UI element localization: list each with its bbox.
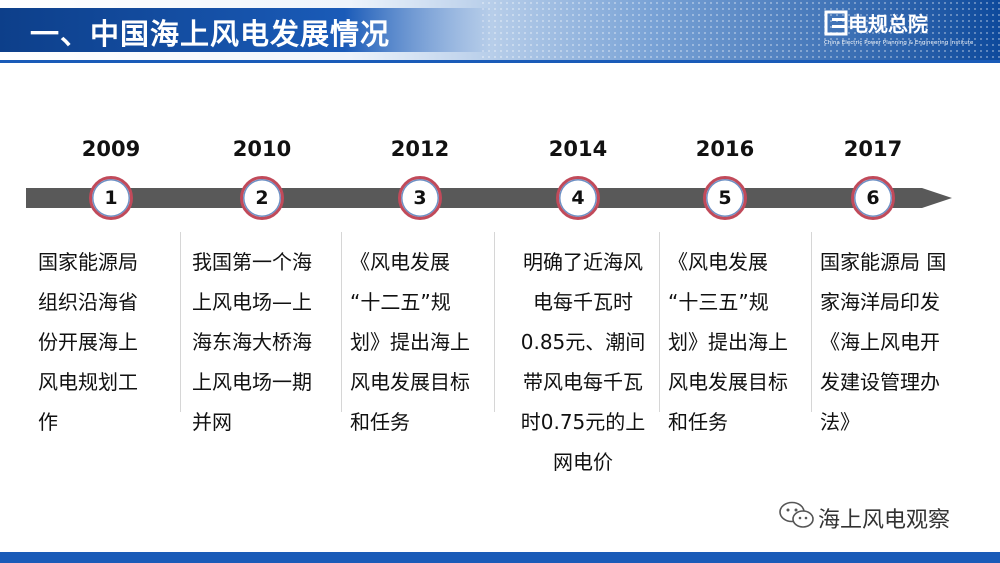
description-line: 和任务 xyxy=(668,410,728,434)
description-line: 0.85元、潮间 xyxy=(520,330,646,354)
watermark: 海上风电观察 xyxy=(778,500,978,540)
description-line: 家海洋局印发 xyxy=(820,290,940,314)
timeline-node: 2 xyxy=(240,176,284,220)
timeline-year: 2017 xyxy=(843,137,903,161)
description-line: 上风电场—上 xyxy=(192,290,312,314)
timeline-description: 国家能源局 国家海洋局印发 《海上风电开 发建设管理办 法》 xyxy=(820,242,970,442)
timeline-node-number: 2 xyxy=(255,187,269,209)
description-line: 网电价 xyxy=(553,450,613,474)
description-line: 风电规划工 xyxy=(38,370,138,394)
description-line: “十二五”规 xyxy=(350,290,451,314)
description-line: 《海上风电开 xyxy=(820,330,940,354)
timeline-node: 3 xyxy=(398,176,442,220)
timeline-year: 2016 xyxy=(695,137,755,161)
column-divider xyxy=(659,232,660,412)
footer-bar xyxy=(0,552,1000,563)
header-pattern xyxy=(480,0,1000,60)
description-line: 《风电发展 xyxy=(668,250,768,274)
timeline-year: 2014 xyxy=(548,137,608,161)
description-line: 和任务 xyxy=(350,410,410,434)
logo-subtitle: China Electric Power Planning & Engineer… xyxy=(824,40,974,46)
description-line: 发建设管理办 xyxy=(820,370,940,394)
description-line: 作 xyxy=(38,410,58,434)
column-divider xyxy=(180,232,181,412)
description-line: 我国第一个海 xyxy=(192,250,312,274)
description-line: 份开展海上 xyxy=(38,330,138,354)
page-title: 一、中国海上风电发展情况 xyxy=(30,17,391,51)
timeline-node-number: 1 xyxy=(104,187,118,209)
column-divider xyxy=(811,232,812,412)
watermark-text: 海上风电观察 xyxy=(818,508,951,533)
logo: 电规总院 China Electric Power Planning & Eng… xyxy=(824,8,974,54)
description-line: 时0.75元的上 xyxy=(520,410,646,434)
description-line: 带风电每千瓦 xyxy=(523,370,643,394)
description-line: 划》提出海上 xyxy=(668,330,788,354)
header-divider xyxy=(0,60,1000,63)
timeline-year: 2012 xyxy=(390,137,450,161)
timeline-description: 《风电发展 “十三五”规 划》提出海上 风电发展目标 和任务 xyxy=(668,242,808,442)
column-divider xyxy=(494,232,495,412)
timeline-node-number: 6 xyxy=(866,187,880,209)
timeline-node: 4 xyxy=(556,176,600,220)
description-line: 电每千瓦时 xyxy=(533,290,633,314)
description-line: 国家能源局 xyxy=(38,250,138,274)
timeline-description: 《风电发展 “十二五”规 划》提出海上 风电发展目标 和任务 xyxy=(350,242,490,442)
description-line: 组织沿海省 xyxy=(38,290,138,314)
header-banner: 一、中国海上风电发展情况 电规总院 China Electric Power P… xyxy=(0,0,1000,60)
timeline-node: 1 xyxy=(89,176,133,220)
column-divider xyxy=(341,232,342,412)
description-line: 国家能源局 国 xyxy=(820,250,947,274)
logo-icon xyxy=(824,10,848,36)
description-line: 明确了近海风 xyxy=(523,250,643,274)
timeline-node-number: 4 xyxy=(571,187,585,209)
description-line: 法》 xyxy=(820,410,860,434)
timeline-node-number: 3 xyxy=(413,187,427,209)
timeline-description: 明确了近海风 电每千瓦时 0.85元、潮间 带风电每千瓦 时0.75元的上 网电价 xyxy=(516,242,650,482)
logo-text: 电规总院 xyxy=(848,12,928,36)
description-line: 风电发展目标 xyxy=(350,370,470,394)
timeline-description: 我国第一个海 上风电场—上 海东海大桥海 上风电场一期 并网 xyxy=(192,242,332,442)
description-line: 海东海大桥海 xyxy=(192,330,312,354)
timeline-arrow xyxy=(26,188,952,208)
description-line: 《风电发展 xyxy=(350,250,450,274)
description-line: 并网 xyxy=(192,410,232,434)
timeline-year: 2010 xyxy=(232,137,292,161)
wechat-icon xyxy=(779,501,814,528)
title-bar xyxy=(0,8,492,52)
description-line: 划》提出海上 xyxy=(350,330,470,354)
timeline-description: 国家能源局组织沿海省份开展海上风电规划工作 xyxy=(38,242,168,442)
description-line: 上风电场一期 xyxy=(192,370,312,394)
timeline-node: 6 xyxy=(851,176,895,220)
timeline-year: 2009 xyxy=(81,137,141,161)
timeline-node: 5 xyxy=(703,176,747,220)
description-line: “十三五”规 xyxy=(668,290,769,314)
description-line: 风电发展目标 xyxy=(668,370,788,394)
timeline-node-number: 5 xyxy=(718,187,732,209)
